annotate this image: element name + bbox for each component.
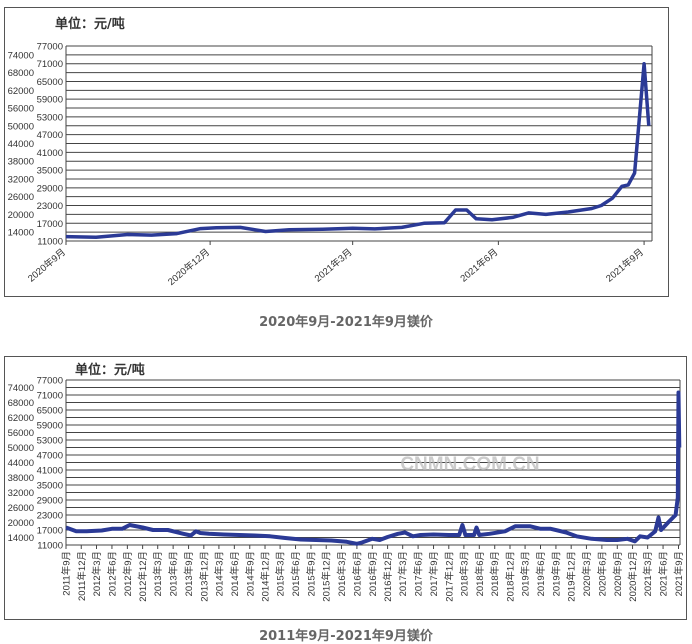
x-tick-label: 2018年12月 bbox=[504, 551, 516, 602]
x-tick-label: 2016年12月 bbox=[382, 551, 394, 602]
x-tick-label: 2017年9月 bbox=[428, 551, 440, 596]
x-tick-label: 2012年9月 bbox=[122, 551, 134, 596]
x-tick-label: 2013年9月 bbox=[183, 551, 195, 596]
x-tick-label: 2013年6月 bbox=[168, 551, 180, 596]
x-tick-label: 2019年12月 bbox=[566, 551, 578, 602]
x-tick-label: 2018年3月 bbox=[458, 551, 470, 596]
y-tick-label: 11000 bbox=[37, 541, 63, 552]
x-tick-label: 2011年9月 bbox=[61, 551, 73, 596]
x-tick-label: 2019年9月 bbox=[550, 551, 562, 596]
x-tick-label: 2021年3月 bbox=[642, 551, 654, 596]
price-series-line bbox=[66, 393, 679, 544]
x-tick-label: 2020年12月 bbox=[627, 551, 639, 602]
x-tick-label: 2016年9月 bbox=[367, 551, 379, 596]
x-tick-label: 2012年12月 bbox=[137, 551, 149, 602]
x-tick-label: 2020年3月 bbox=[581, 551, 593, 596]
x-tick-label: 2011年12月 bbox=[76, 551, 88, 601]
y-tick-label: 17000 bbox=[37, 526, 63, 537]
y-tick-label: 26000 bbox=[8, 503, 34, 514]
x-tick-label: 2019年3月 bbox=[520, 551, 532, 596]
y-tick-label: 50000 bbox=[8, 443, 34, 454]
y-tick-label: 59000 bbox=[37, 421, 63, 432]
x-tick-label: 2021年9月 bbox=[673, 551, 685, 596]
x-tick-label: 2014年6月 bbox=[229, 551, 241, 596]
x-tick-label: 2017年12月 bbox=[443, 551, 455, 602]
x-tick-label: 2013年3月 bbox=[152, 551, 164, 596]
x-tick-label: 2014年12月 bbox=[260, 551, 272, 602]
x-tick-label: 2019年6月 bbox=[535, 551, 547, 596]
y-tick-label: 74000 bbox=[8, 383, 34, 394]
x-tick-label: 2014年9月 bbox=[244, 551, 256, 596]
y-tick-label: 38000 bbox=[8, 473, 34, 484]
y-tick-label: 71000 bbox=[37, 391, 63, 402]
watermark: CNMN.COM.CN bbox=[400, 454, 539, 475]
y-tick-label: 35000 bbox=[37, 481, 63, 492]
y-tick-label: 32000 bbox=[8, 488, 34, 499]
y-tick-label: 53000 bbox=[37, 436, 63, 447]
y-tick-label: 62000 bbox=[8, 413, 34, 424]
y-tick-label: 77000 bbox=[37, 376, 63, 387]
x-tick-label: 2015年3月 bbox=[275, 551, 287, 596]
y-tick-label: 29000 bbox=[37, 496, 63, 507]
y-tick-label: 14000 bbox=[8, 533, 34, 544]
x-tick-label: 2018年9月 bbox=[489, 551, 501, 596]
x-tick-label: 2020年9月 bbox=[612, 551, 624, 596]
y-tick-label: 65000 bbox=[37, 406, 63, 417]
unit-label: 单位：元/吨 bbox=[75, 362, 145, 378]
x-tick-label: 2017年6月 bbox=[413, 551, 425, 596]
x-tick-label: 2012年3月 bbox=[91, 551, 103, 596]
y-tick-label: 41000 bbox=[37, 466, 63, 477]
x-tick-label: 2015年9月 bbox=[305, 551, 317, 596]
x-tick-label: 2012年6月 bbox=[106, 551, 118, 596]
y-tick-label: 23000 bbox=[37, 511, 63, 522]
y-tick-label: 44000 bbox=[8, 458, 34, 469]
y-tick-label: 20000 bbox=[8, 518, 34, 529]
y-tick-label: 68000 bbox=[8, 398, 34, 409]
x-tick-label: 2020年6月 bbox=[596, 551, 608, 596]
y-tick-label: 56000 bbox=[8, 428, 34, 439]
x-tick-label: 2016年3月 bbox=[336, 551, 348, 596]
x-tick-label: 2015年6月 bbox=[290, 551, 302, 596]
x-tick-label: 2017年3月 bbox=[397, 551, 409, 596]
x-tick-label: 2016年6月 bbox=[351, 551, 363, 596]
x-tick-label: 2013年12月 bbox=[198, 551, 210, 602]
y-tick-label: 47000 bbox=[37, 451, 63, 462]
x-tick-label: 2015年12月 bbox=[321, 551, 333, 602]
x-tick-label: 2018年6月 bbox=[474, 551, 486, 596]
x-tick-label: 2014年3月 bbox=[213, 551, 225, 596]
x-tick-label: 2021年6月 bbox=[658, 551, 670, 596]
